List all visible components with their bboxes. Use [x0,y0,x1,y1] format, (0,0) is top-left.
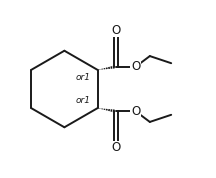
Text: O: O [131,105,140,118]
Text: O: O [111,141,121,154]
Text: or1: or1 [76,96,91,105]
Text: O: O [111,24,121,37]
Text: or1: or1 [76,73,91,82]
Text: O: O [131,60,140,73]
